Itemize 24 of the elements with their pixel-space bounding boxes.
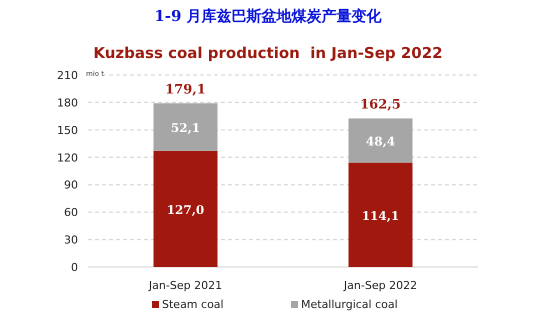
- y-tick-label: 60: [64, 206, 78, 220]
- chart-subtitle: Kuzbass coal production in Jan-Sep 2022: [93, 44, 443, 62]
- data-label: 127,0: [166, 202, 204, 217]
- bar: [348, 118, 412, 163]
- bar: [348, 162, 412, 267]
- y-tick-label: 180: [57, 96, 78, 110]
- x-tick-label: Jan-Sep 2022: [342, 279, 418, 292]
- y-tick-label: 90: [64, 178, 78, 192]
- total-label: 179,1: [165, 82, 206, 98]
- y-tick-label: 150: [57, 124, 78, 137]
- data-label: 52,1: [170, 121, 200, 136]
- data-label: 114,1: [362, 208, 400, 223]
- data-label: 48,4: [366, 134, 396, 149]
- chart-title: 1-9 月库兹巴斯盆地煤炭产量变化: [154, 7, 383, 25]
- y-tick-label: 120: [57, 151, 78, 164]
- x-tick-label: Jan-Sep 2021: [148, 279, 222, 292]
- bar: [154, 150, 218, 267]
- y-tick-label: 210: [57, 69, 78, 82]
- legend-label: Steam coal: [162, 298, 224, 311]
- total-label: 162,5: [360, 97, 401, 112]
- bar: [154, 103, 218, 151]
- legend-label: Metallurgical coal: [301, 298, 398, 311]
- y-tick-label: 30: [64, 234, 78, 247]
- y-tick-label: 0: [71, 261, 78, 274]
